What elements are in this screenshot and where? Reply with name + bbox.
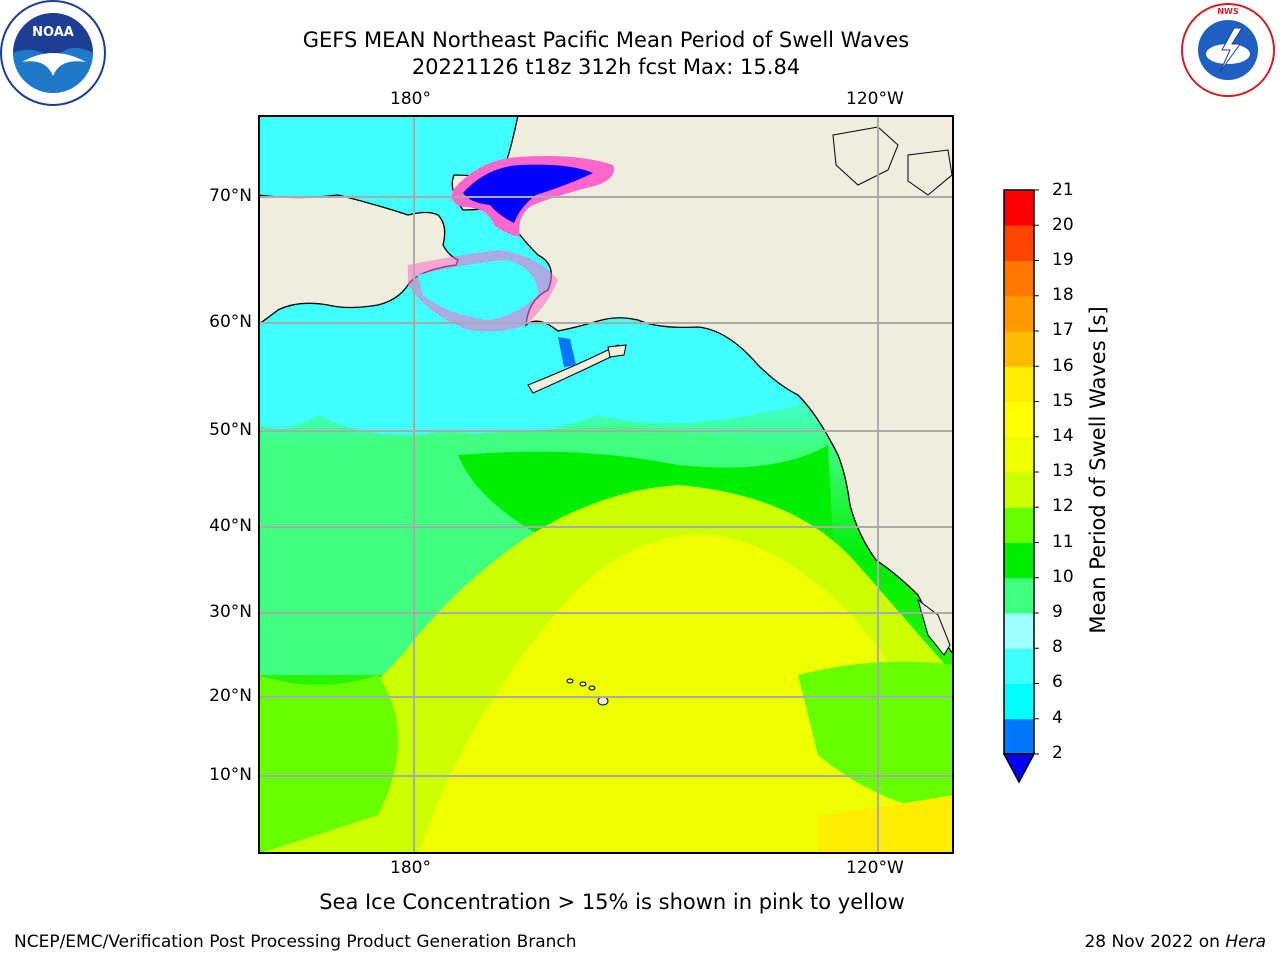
sea-ice-bering-core <box>418 260 538 320</box>
lon-tick-bottom-180: 180° <box>390 858 431 878</box>
nws-logo: NWS <box>1181 3 1275 97</box>
colorbar-segment-19-20 <box>1004 225 1034 261</box>
colorbar-segment-9-10 <box>1004 577 1034 614</box>
colorbar-segment-8-9 <box>1004 613 1034 649</box>
colorbar-segment-2-4 <box>1004 718 1034 755</box>
colorbar-segment-10-11 <box>1004 542 1034 579</box>
colorbar-extend-min <box>1002 753 1036 784</box>
colorbar-tick-4: 4 <box>1052 708 1063 728</box>
land-siberia <box>258 194 459 326</box>
map-plot <box>258 115 954 854</box>
colorbar-segment-12-13 <box>1004 472 1034 508</box>
land-north-america <box>451 115 954 657</box>
zone-yellow-se <box>818 795 954 854</box>
zone-yellow <box>418 534 954 854</box>
colorbar-tick-2: 2 <box>1052 743 1063 763</box>
colorbar-segment-18-19 <box>1004 260 1034 297</box>
colorbar-tick-17: 17 <box>1052 320 1074 340</box>
svg-text:NOAA: NOAA <box>32 25 74 40</box>
lat-tick-70n: 70°N <box>209 186 252 206</box>
colorbar-segment-4-6 <box>1004 683 1034 720</box>
colorbar-tick-16: 16 <box>1052 356 1074 376</box>
lat-tick-60n: 60°N <box>209 312 252 332</box>
chart-subtitle: 20221126 t18z 312h fcst Max: 15.84 <box>411 55 801 79</box>
footer-host: Hera <box>1225 932 1266 952</box>
colorbar-segment-6-8 <box>1004 648 1034 684</box>
colorbar-tick-9: 9 <box>1052 602 1063 622</box>
colorbar-tick-11: 11 <box>1052 532 1074 552</box>
footer-date: 28 Nov 2022 on Hera <box>1084 932 1266 952</box>
colorbar-tick-13: 13 <box>1052 461 1074 481</box>
lat-tick-40n: 40°N <box>209 516 252 536</box>
lon-tick-top-120w: 120°W <box>846 89 904 109</box>
colorbar-tick-15: 15 <box>1052 391 1074 411</box>
lat-tick-30n: 30°N <box>209 602 252 622</box>
svg-text:NWS: NWS <box>1217 7 1239 16</box>
colorbar-tick-14: 14 <box>1052 426 1074 446</box>
colorbar <box>1002 189 1039 784</box>
land-arctic-island-2 <box>907 149 953 196</box>
colorbar-segment-11-12 <box>1004 507 1034 543</box>
colorbar-label: Mean Period of Swell Waves [s] <box>1086 306 1110 634</box>
colorbar-segment-15-16 <box>1004 366 1034 402</box>
colorbar-tick-12: 12 <box>1052 496 1074 516</box>
zone-green-south <box>258 675 398 854</box>
chart-title: GEFS MEAN Northeast Pacific Mean Period … <box>302 28 910 52</box>
colorbar-segment-14-15 <box>1004 401 1034 438</box>
lat-tick-50n: 50°N <box>209 420 252 440</box>
colorbar-segment-17-18 <box>1004 295 1034 332</box>
colorbar-segment-13-14 <box>1004 436 1034 473</box>
colorbar-tick-6: 6 <box>1052 672 1063 692</box>
sea-ice-note: Sea Ice Concentration > 15% is shown in … <box>319 890 905 914</box>
footer-date-text: 28 Nov 2022 on <box>1084 932 1226 952</box>
graticule <box>258 115 954 854</box>
map-frame <box>258 115 954 854</box>
colorbar-tick-18: 18 <box>1052 285 1074 305</box>
lat-tick-10n: 10°N <box>209 765 252 785</box>
colorbar-tick-8: 8 <box>1052 637 1063 657</box>
land-kodiak <box>607 344 627 358</box>
zone-cyan-north <box>258 325 798 435</box>
sea-ice-chukchi-core <box>463 164 593 223</box>
colorbar-tick-10: 10 <box>1052 567 1074 587</box>
colorbar-tick-21: 21 <box>1052 180 1074 200</box>
noaa-logo: NOAA <box>0 0 106 106</box>
colorbar-tick-19: 19 <box>1052 250 1074 270</box>
lat-tick-20n: 20°N <box>209 686 252 706</box>
lon-tick-top-180: 180° <box>390 89 431 109</box>
footer-credit: NCEP/EMC/Verification Post Processing Pr… <box>14 932 577 952</box>
colorbar-segment-16-17 <box>1004 331 1034 367</box>
colorbar-tick-20: 20 <box>1052 215 1074 235</box>
lon-tick-bottom-120w: 120°W <box>846 858 904 878</box>
sea-ice-bering-blue <box>558 337 576 367</box>
colorbar-segment-20-21 <box>1004 190 1034 226</box>
